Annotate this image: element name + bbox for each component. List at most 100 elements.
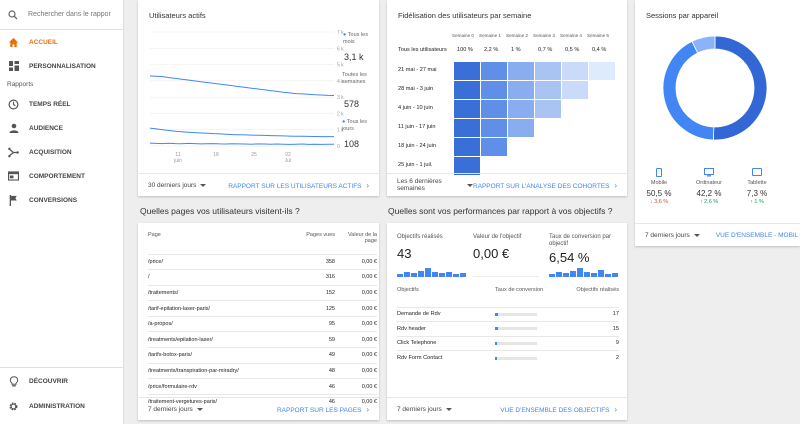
table-row[interactable]: /price/formulaire-rdv 46 0,00 € (148, 378, 377, 395)
chevron-down-icon (196, 407, 203, 411)
goals-range-dropdown[interactable]: 7 derniers jours (397, 406, 452, 413)
device-change: ↑ 1 % (750, 199, 764, 205)
goal-count: 17 (575, 306, 619, 322)
nav-admin[interactable]: ADMINISTRATION (0, 394, 123, 418)
cohort-row-label: 18 juin - 24 juin (398, 143, 436, 149)
page-path: /traitements/ (148, 284, 291, 301)
legend-monthly: ● Tous les mois (343, 32, 368, 45)
cohort-cell[interactable] (454, 81, 480, 99)
x-tick-label: 18 (213, 152, 219, 158)
nav-audience[interactable]: AUDIENCE (0, 116, 123, 140)
cohort-all-value: 2,2 % (484, 47, 499, 53)
table-row[interactable]: /treatments/transpiration-par-miradry/48… (148, 362, 377, 379)
page-path: /a-propos/ (148, 315, 291, 332)
cohort-col-header: Semaine 4 (560, 33, 582, 38)
table-row[interactable]: /a-propos/95 0,00 € (148, 315, 377, 332)
goal-rate-bar (495, 327, 537, 331)
nav-customization[interactable]: PERSONNALISATION (0, 54, 123, 78)
table-row[interactable]: /316 0,00 € (148, 269, 377, 286)
goal-rate-fill (495, 327, 498, 331)
active-users-range-dropdown[interactable]: 30 derniers jours (148, 182, 207, 189)
donut-slice-ordinateur[interactable] (662, 40, 715, 141)
legend-daily-value: 108 (344, 139, 360, 149)
page-value: 0,00 € (335, 269, 377, 286)
goals-report-link[interactable]: VUE D'ENSEMBLE DES OBJECTIFS › (500, 405, 617, 414)
cohort-cell[interactable] (454, 138, 480, 156)
chevron-down-icon (200, 183, 207, 187)
cohort-cell[interactable] (562, 81, 588, 99)
active-users-report-link-label: RAPPORT SUR LES UTILISATEURS ACTIFS (228, 182, 362, 190)
table-row[interactable]: /traitements/152 0,00 € (148, 284, 377, 301)
sparkline-bar (453, 274, 459, 277)
cohort-cell[interactable] (535, 62, 561, 80)
cohort-cell[interactable] (562, 62, 588, 80)
cohort-cell[interactable] (454, 62, 480, 80)
table-row[interactable]: Rdv header 15 (397, 321, 619, 336)
page-views: 49 (291, 347, 335, 364)
cohort-cell[interactable] (508, 81, 534, 99)
search-placeholder: Rechercher dans le rappor (28, 11, 111, 18)
donut-slice-mobile[interactable] (712, 35, 768, 141)
cohort-cell[interactable] (535, 100, 561, 118)
sessions-report-link[interactable]: VUE D'ENSEMBLE - MOBIL (716, 232, 799, 239)
cohort-cell[interactable] (508, 62, 534, 80)
cohort-cell[interactable] (454, 119, 480, 137)
nav-realtime[interactable]: TEMPS RÉEL (0, 92, 123, 116)
cohort-cell[interactable] (481, 81, 507, 99)
page-path: /tarifs-botox-paris/ (148, 347, 291, 364)
cohort-cell[interactable] (481, 138, 507, 156)
table-row[interactable]: /price/358 0,00 € (148, 253, 377, 270)
sparkline-bar (556, 272, 562, 277)
goals-table: Objectifs Taux de conversion Objectifs r… (397, 287, 619, 365)
table-row[interactable]: /tarif-epilation-laser-paris/125 0,00 € (148, 300, 377, 317)
table-row[interactable]: Demande de Rdv 17 (397, 306, 619, 322)
nav-discover[interactable]: DÉCOUVRIR (0, 369, 123, 393)
nav-home[interactable]: ACCUEIL (0, 30, 123, 54)
page-path: /tarif-epilation-laser-paris/ (148, 300, 291, 317)
nav-acquisition-label: ACQUISITION (29, 148, 72, 156)
sparkline-bar (446, 272, 452, 277)
pages-report-link[interactable]: RAPPORT SUR LES PAGES › (277, 405, 369, 414)
device-change: ↓ 3,6 % (649, 199, 669, 205)
cohort-cell[interactable] (454, 157, 480, 175)
cohort-cell[interactable] (535, 81, 561, 99)
x-tick-label: 02 Jul (285, 152, 291, 164)
cohort-all-value: 0,5 % (565, 47, 580, 53)
cohort-cell[interactable] (589, 62, 615, 80)
cohort-row-label: 11 juin - 17 juin (398, 124, 436, 130)
cohort-cell[interactable] (481, 100, 507, 118)
table-row[interactable]: Rdv Form Contact 2 (397, 350, 619, 365)
cohort-cell[interactable] (454, 100, 480, 118)
goal-value-value: 0,00 € (473, 246, 510, 261)
device-change: ↑ 2,6 % (699, 199, 719, 205)
device-share: 7,3 % (746, 189, 768, 198)
cohort-cell[interactable] (508, 100, 534, 118)
page-views: 95 (291, 315, 335, 332)
page-value: 0,00 € (335, 284, 377, 301)
sessions-range-dropdown[interactable]: 7 derniers jours (645, 232, 700, 239)
cohort-report-link-label: RAPPORT SUR L'ANALYSE DES COHORTES (472, 182, 610, 190)
cohort-cell[interactable] (508, 119, 534, 137)
table-row[interactable]: Click Telephone 9 (397, 335, 619, 351)
sessions-report-link-label: VUE D'ENSEMBLE - MOBIL (715, 231, 799, 239)
series-line-3 (149, 142, 334, 145)
table-row[interactable]: /tarifs-botox-paris/49 0,00 € (148, 347, 377, 364)
donut-slice-tablette[interactable] (691, 35, 716, 54)
cohort-range-dropdown[interactable]: Les 6 dernières semaines (397, 178, 473, 192)
goal-rate-bar (495, 356, 537, 360)
pages-range-dropdown[interactable]: 7 derniers jours (148, 406, 203, 413)
cohort-cell[interactable] (481, 119, 507, 137)
report-search[interactable]: Rechercher dans le rappor (0, 0, 123, 30)
nav-conversions[interactable]: CONVERSIONS (0, 188, 123, 212)
cohort-col-header: Semaine 5 (587, 33, 609, 38)
chevron-right-icon: › (614, 180, 617, 190)
nav-acquisition[interactable]: ACQUISITION (0, 140, 123, 164)
cohort-report-link[interactable]: RAPPORT SUR L'ANALYSE DES COHORTES › (473, 181, 617, 190)
goal-rate-bar (495, 312, 537, 316)
cohort-cell[interactable] (481, 62, 507, 80)
device-tablette: Tablette 7,3 % ↑ 1 % (737, 168, 777, 205)
page-views: 59 (291, 331, 335, 348)
table-row[interactable]: /treatments/epilation-laser/59 0,00 € (148, 331, 377, 348)
nav-behavior[interactable]: COMPORTEMENT (0, 164, 123, 188)
active-users-report-link[interactable]: RAPPORT SUR LES UTILISATEURS ACTIFS › (228, 181, 369, 190)
